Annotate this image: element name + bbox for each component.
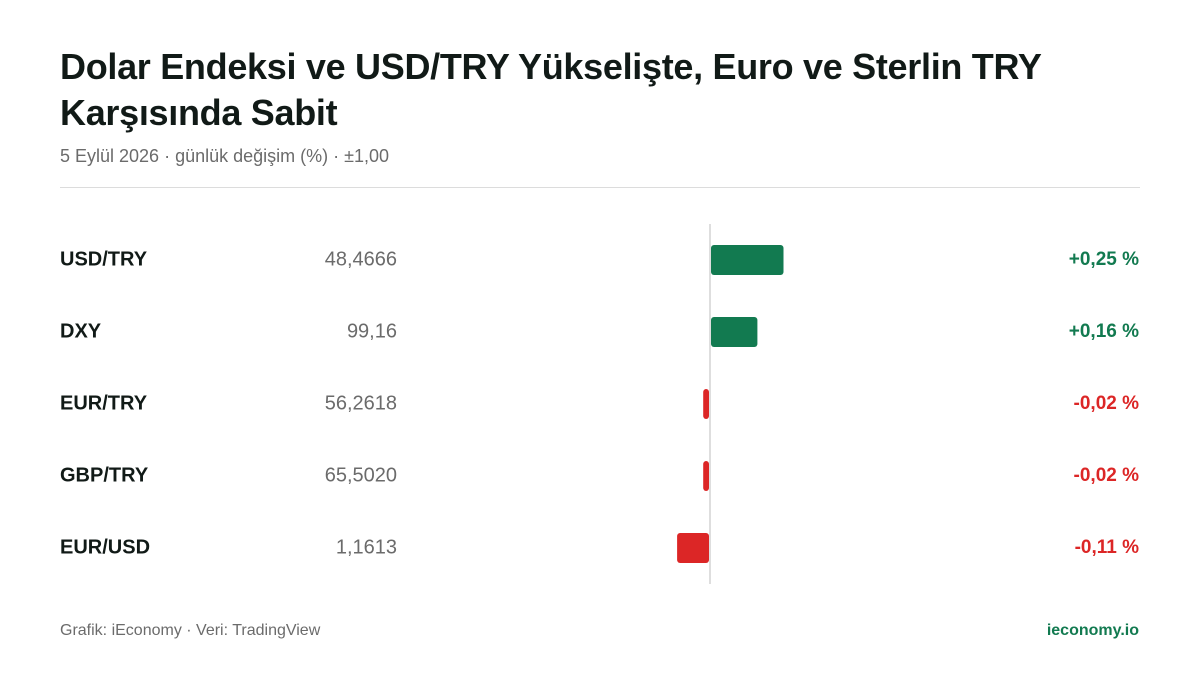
footer-source: Grafik: iEconomy · Veri: TradingView <box>60 622 321 639</box>
bar <box>677 533 709 563</box>
value-label: +0,16 % <box>1069 321 1139 342</box>
category-label: EUR/USD <box>60 536 150 558</box>
category-label: DXY <box>60 320 102 342</box>
bar <box>703 389 709 419</box>
value-label: +0,25 % <box>1069 249 1139 270</box>
price-label: 1,1613 <box>336 536 397 558</box>
price-label: 99,16 <box>347 320 397 342</box>
value-label: -0,02 % <box>1074 393 1140 414</box>
footer-brand: ieconomy.io <box>1047 622 1139 639</box>
chart-title: Dolar Endeksi ve USD/TRY Yükselişte, Eur… <box>60 46 1041 133</box>
price-label: 56,2618 <box>325 392 397 414</box>
bar <box>703 461 709 491</box>
value-label: -0,11 % <box>1075 537 1140 558</box>
value-label: -0,02 % <box>1074 465 1140 486</box>
chart-subtitle: 5 Eylül 2026 · günlük değişim (%) · ±1,0… <box>60 146 390 166</box>
separator <box>60 187 1140 188</box>
price-label: 48,4666 <box>325 248 397 270</box>
category-label: EUR/TRY <box>60 392 148 414</box>
bar <box>711 317 758 347</box>
category-label: GBP/TRY <box>60 464 149 486</box>
bar <box>711 245 784 275</box>
category-label: USD/TRY <box>60 248 148 270</box>
price-label: 65,5020 <box>325 464 397 486</box>
